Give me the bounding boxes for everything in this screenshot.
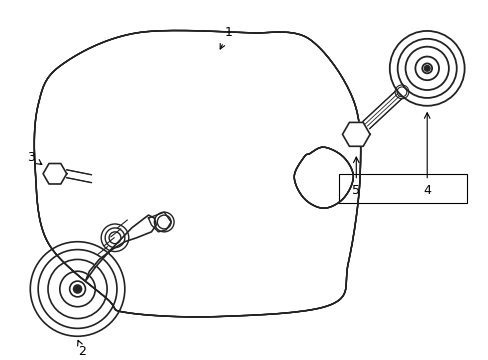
Text: 1: 1 [220,26,232,49]
Polygon shape [43,163,66,184]
Polygon shape [85,215,156,281]
Text: 2: 2 [78,340,86,357]
Text: 5: 5 [351,184,360,197]
Circle shape [75,286,81,292]
Text: 4: 4 [423,184,430,197]
Polygon shape [148,212,171,232]
Circle shape [424,66,429,71]
Polygon shape [342,122,369,146]
Bar [338,174,466,203]
Text: 3: 3 [27,150,41,165]
